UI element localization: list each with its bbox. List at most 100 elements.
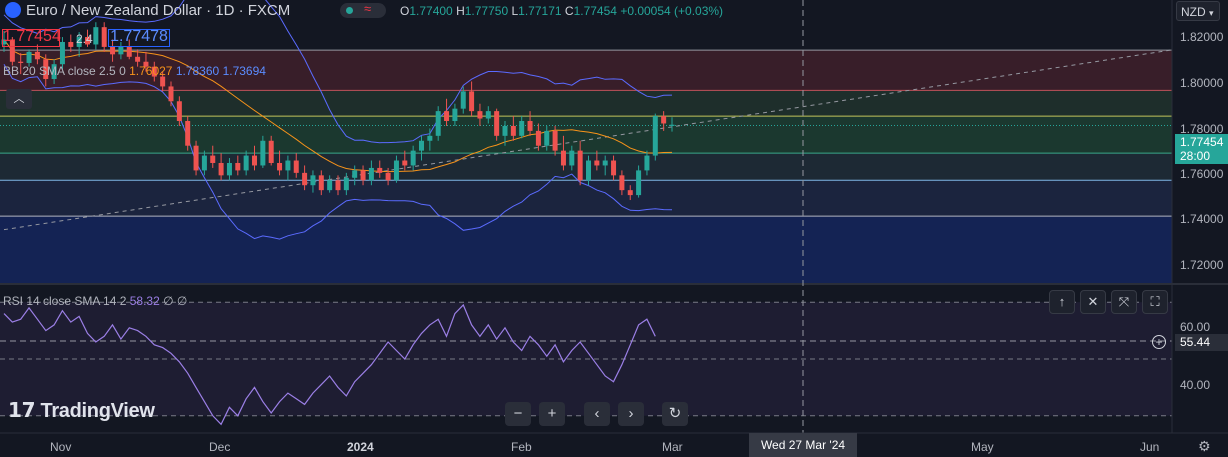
bb-upper-value: 1.78360 — [175, 64, 220, 78]
candle-body — [502, 125, 508, 136]
candle-body — [85, 37, 90, 45]
candle-body — [360, 170, 366, 181]
close-pane-button[interactable]: ✕ — [1080, 290, 1106, 314]
collapse-legend-button[interactable]: ︿ — [6, 89, 32, 109]
low-value: 1.77171 — [518, 4, 562, 18]
time-axis-label: Mar — [662, 440, 683, 454]
candle-body — [602, 160, 608, 166]
candle-body — [435, 111, 441, 136]
zone-fill — [0, 216, 1172, 284]
chart-settings-button[interactable]: ⚙ — [1198, 438, 1211, 455]
price-axis-label: 1.76000 — [1180, 167, 1224, 181]
close-icon: ✕ — [1087, 294, 1099, 309]
zoom-out-icon: − — [513, 405, 523, 422]
reset-chart-button[interactable]: ↻ — [662, 402, 688, 426]
candle-body — [477, 111, 483, 119]
candle-body — [126, 46, 132, 57]
scroll-left-button[interactable]: ‹ — [584, 402, 610, 426]
candle-body — [235, 162, 241, 171]
sell-button[interactable]: 1.77454 — [2, 28, 61, 47]
candle-body — [18, 61, 24, 63]
zoom-in-icon: + — [547, 405, 557, 422]
time-axis-label: 2024 — [347, 440, 374, 454]
candle-body — [26, 51, 32, 63]
candle-body — [327, 180, 333, 191]
market-status-pill[interactable]: ≈ — [340, 1, 386, 18]
candle-body — [201, 155, 207, 171]
candle-body — [393, 160, 399, 181]
time-axis-label: Dec — [209, 440, 231, 454]
add-alert-plus-icon[interactable]: + — [1152, 335, 1166, 349]
candle-body — [343, 177, 349, 191]
rsi-legend[interactable]: RSI 14 close SMA 14 2 58.32 ∅ ∅ — [3, 294, 187, 308]
symbol-title[interactable]: Euro / New Zealand Dollar · 1D · FXCM — [26, 2, 291, 19]
close-value: 1.77454 — [573, 4, 617, 18]
candle-body — [43, 59, 49, 80]
zone-fill — [0, 90, 1172, 117]
price-axis-label: 1.78000 — [1180, 122, 1224, 136]
rsi-extra-values: ∅ ∅ — [163, 294, 188, 308]
candle-body — [68, 41, 74, 47]
open-value: 1.77400 — [409, 4, 453, 18]
bb-legend[interactable]: BB 20 SMA close 2.5 0 1.76027 1.78360 1.… — [3, 64, 266, 78]
candle-body — [627, 190, 633, 196]
bb-upper-band — [3, 0, 673, 144]
candle-body — [419, 140, 424, 151]
collapse-pane-button[interactable]: ⤧ — [1111, 290, 1137, 314]
candle-body — [644, 155, 650, 171]
time-axis-label: Feb — [511, 440, 532, 454]
candle-body — [176, 101, 182, 122]
logo-text: TradingView — [40, 400, 155, 422]
candle-body — [569, 150, 575, 166]
change-value: +0.00054 (+0.03%) — [620, 4, 724, 18]
candle-body — [669, 124, 675, 126]
candle-body — [652, 116, 658, 156]
trend-line — [3, 49, 1173, 231]
candle-body — [377, 167, 383, 173]
candle-body — [76, 37, 82, 47]
buy-button[interactable]: 1.77478 — [108, 29, 170, 47]
tradingview-logo[interactable]: 𝟭𝟳 TradingView — [8, 398, 155, 423]
move-pane-up-button[interactable]: ↑ — [1049, 290, 1075, 314]
high-value: 1.77750 — [464, 4, 509, 18]
maximize-pane-button[interactable]: ⛶ — [1142, 290, 1168, 314]
zone-fill — [0, 180, 1172, 217]
candle-body — [519, 121, 525, 136]
price-axis-label: 1.72000 — [1180, 258, 1224, 272]
zoom-out-button[interactable]: − — [505, 402, 531, 426]
wave-icon: ≈ — [364, 1, 372, 16]
candle-body — [277, 162, 283, 171]
currency-select[interactable]: NZD ▾ — [1176, 1, 1220, 21]
zoom-in-button[interactable]: + — [539, 402, 565, 426]
zone-fill — [0, 116, 1172, 154]
symbol-logo-icon — [5, 2, 21, 18]
candle-body — [168, 86, 174, 102]
candle-body — [285, 160, 291, 171]
candle-body — [494, 111, 500, 136]
bb-basis-line — [3, 39, 673, 173]
candle-body — [51, 64, 57, 80]
scroll-right-button[interactable]: › — [618, 402, 644, 426]
candle-body — [302, 172, 308, 186]
candle-body — [93, 27, 99, 45]
candle-body — [552, 130, 558, 151]
bb-lower-band — [3, 63, 673, 240]
scroll-right-icon: › — [628, 405, 634, 422]
candle-body — [260, 140, 266, 166]
close-label: C — [564, 4, 574, 18]
zone-fill — [0, 50, 1172, 91]
candle-body — [510, 125, 516, 136]
candle-body — [293, 160, 299, 173]
scroll-left-icon: ‹ — [594, 405, 600, 422]
gear-icon: ⚙ — [1198, 438, 1211, 454]
chevron-down-icon: ▾ — [1209, 8, 1214, 18]
maximize-icon: ⛶ — [1150, 294, 1160, 309]
last-price-value: 1.77454 — [1180, 135, 1224, 149]
candle-body — [243, 155, 249, 171]
candle-body — [34, 51, 40, 60]
candle-body — [193, 145, 199, 171]
candle-body — [218, 162, 224, 176]
candle-body — [410, 150, 416, 166]
candle-body — [444, 111, 450, 122]
